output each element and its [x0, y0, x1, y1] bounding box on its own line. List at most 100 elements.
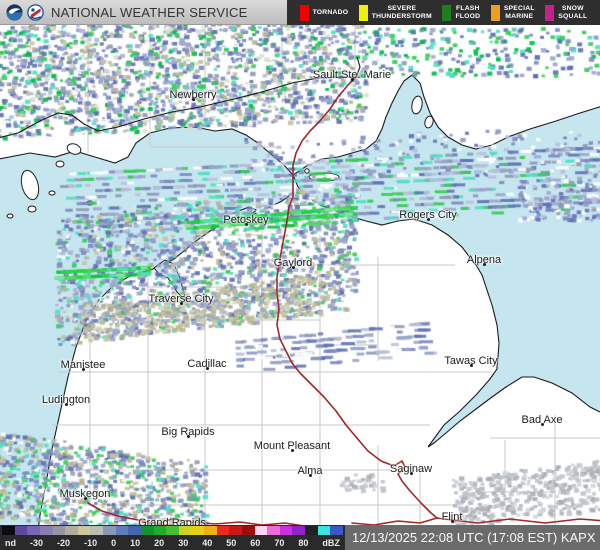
city-label: Bad Axe	[521, 414, 563, 426]
colorbar-segment	[39, 526, 53, 535]
brand: NATIONAL WEATHER SERVICE	[0, 0, 287, 25]
colorbar-segment	[90, 526, 103, 535]
colorbar-tick: 10	[130, 537, 141, 548]
warning-label: SEVERE THUNDERSTORM	[371, 4, 432, 20]
colorbar-segment	[216, 526, 230, 535]
colorbar-tick: 60	[250, 537, 261, 548]
city-label: Manistee	[60, 359, 106, 371]
city-dot	[482, 263, 486, 266]
city-label: Newberry	[169, 89, 217, 101]
timestamp: 12/13/2025 22:08 UTC (17:08 EST) KAPX	[345, 525, 600, 550]
city-label: Mount Pleasant	[253, 440, 331, 452]
highway-grand-rapids-a	[87, 502, 177, 525]
colorbar-segment	[292, 526, 305, 535]
city-dot	[308, 474, 312, 477]
roads-overlay	[0, 56, 600, 525]
highway-up-m28	[0, 56, 361, 139]
colorbar-segment	[140, 526, 154, 535]
colorbar-tick: 80	[298, 537, 309, 548]
noaa-logo-icon	[6, 3, 23, 21]
agency-title: NATIONAL WEATHER SERVICE	[51, 4, 248, 20]
snow-squall-swatch	[545, 4, 555, 21]
colorbar-tick: dBZ	[322, 537, 340, 548]
city-dot	[244, 223, 248, 226]
reflectivity-scale: nd -30 -20 -10 0 10 20 30 40 50 60 70 80 dBZ	[0, 525, 345, 550]
city-dot	[350, 78, 354, 81]
city-label: Sault Ste. Marie	[312, 69, 392, 81]
colorbar-segment	[77, 526, 91, 535]
city-label: Muskegon	[59, 488, 111, 500]
warning-label: SPECIAL MARINE	[503, 4, 535, 20]
city-label: Tawas City	[444, 355, 498, 367]
city-label: Alpena	[466, 254, 502, 266]
warning-label: SNOW SQUALL	[558, 4, 588, 20]
city-label: Rogers City	[399, 209, 457, 221]
city-dot	[179, 302, 183, 305]
warning-label: TORNADO	[312, 8, 349, 16]
interstate-75-north	[292, 76, 357, 178]
colorbar-segment	[279, 526, 293, 535]
colorbar	[2, 526, 343, 535]
city-label: Saginaw	[389, 463, 433, 475]
warning-legend: TORNADO SEVERE THUNDERSTORM FLASH FLOOD SPECI…	[287, 0, 600, 25]
city-dot	[83, 497, 87, 500]
city-dot	[469, 364, 473, 367]
colorbar-segment	[103, 526, 116, 535]
colorbar-tick: 70	[274, 537, 285, 548]
colorbar-tick: 40	[202, 537, 213, 548]
warning-item: SEVERE THUNDERSTORM	[358, 4, 432, 21]
city-dot	[81, 368, 85, 371]
colorbar-segment	[241, 526, 255, 535]
colorbar-ticks: nd -30 -20 -10 0 10 20 30 40 50 60 70 80 dBZ	[2, 535, 343, 550]
colorbar-segment	[178, 526, 192, 535]
colorbar-segment	[2, 526, 15, 535]
severe-thunderstorm-swatch	[358, 4, 368, 21]
colorbar-segment	[229, 526, 242, 535]
city-dot	[290, 449, 294, 452]
city-label: Big Rapids	[161, 426, 215, 438]
header-bar: NATIONAL WEATHER SERVICE TORNADO SEVERE TH…	[0, 0, 600, 25]
colorbar-segment	[191, 526, 204, 535]
city-label: Ludington	[41, 394, 91, 406]
colorbar-segment	[115, 526, 129, 535]
radar-map-viewport[interactable]: Newberry Sault Ste. Marie Petoskey Rogers C…	[0, 25, 600, 525]
colorbar-tick: 50	[226, 537, 237, 548]
colorbar-tick: -30	[30, 537, 44, 548]
highway-flint-west	[351, 517, 438, 525]
warning-item: SNOW SQUALL	[545, 4, 588, 21]
colorbar-tick: 30	[178, 537, 189, 548]
special-marine-swatch	[490, 4, 500, 21]
colorbar-segment	[153, 526, 167, 535]
colorbar-segment	[267, 526, 280, 535]
city-label: Gaylord	[273, 257, 313, 269]
city-labels: Newberry Sault Ste. Marie Petoskey Rogers C…	[0, 25, 600, 525]
city-label: Grand Rapids	[138, 517, 206, 525]
warning-item: SPECIAL MARINE	[490, 4, 535, 21]
city-label: Alma	[297, 465, 323, 477]
warning-item: FLASH FLOOD	[442, 4, 480, 21]
colorbar-segment	[65, 526, 78, 535]
tornado-swatch	[299, 4, 309, 21]
city-dot	[64, 403, 68, 406]
colorbar-tick: -20	[57, 537, 71, 548]
city-dot	[450, 520, 454, 523]
colorbar-segment	[254, 526, 268, 535]
city-label: Traverse City	[148, 293, 214, 305]
colorbar-segment	[317, 526, 331, 535]
colorbar-tick: 0	[111, 537, 117, 548]
colorbar-segment	[305, 526, 318, 535]
city-label: Flint	[441, 511, 463, 523]
colorbar-segment	[128, 526, 141, 535]
colorbar-segment	[166, 526, 179, 535]
interstate-75-south	[276, 176, 438, 519]
colorbar-segment	[204, 526, 217, 535]
colorbar-segment	[330, 526, 343, 535]
colorbar-segment	[14, 526, 28, 535]
footer-bar: nd -30 -20 -10 0 10 20 30 40 50 60 70 80 dBZ 12/13/20…	[0, 525, 600, 550]
warning-item: TORNADO	[299, 4, 349, 21]
colorbar-tick: 20	[154, 537, 165, 548]
city-label: Petoskey	[223, 214, 269, 226]
city-dot	[426, 218, 430, 221]
city-dot	[409, 472, 413, 475]
city-dot	[540, 423, 544, 426]
